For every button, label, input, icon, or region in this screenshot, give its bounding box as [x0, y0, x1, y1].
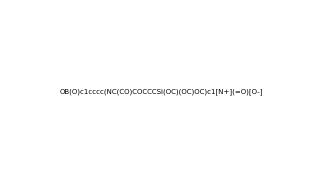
Text: OB(O)c1cccc(NC(CO)COCCCSi(OC)(OC)OC)c1[N+](=O)[O-]: OB(O)c1cccc(NC(CO)COCCCSi(OC)(OC)OC)c1[N… [60, 88, 263, 95]
